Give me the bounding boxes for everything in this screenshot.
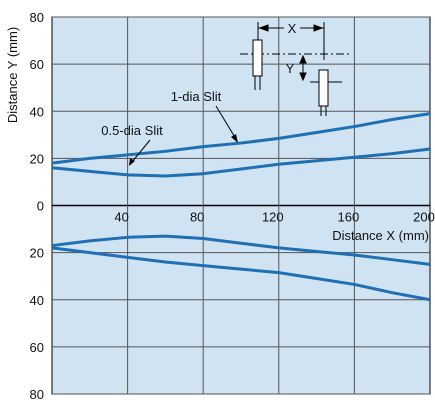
curves: [51, 112, 431, 302]
series-annotation: 1-dia Slit: [171, 89, 222, 104]
series-line: [51, 234, 431, 266]
x-axis-label: Distance X (mm): [332, 228, 429, 243]
y-axis-label: Distance Y (mm): [5, 27, 20, 123]
inset-arrow: [299, 72, 307, 82]
label-bg: [284, 20, 300, 36]
inset-arrow: [258, 24, 269, 32]
inset-fiber: [252, 39, 263, 77]
annotation-arrowhead: [231, 134, 238, 143]
inset-label: Y: [286, 61, 295, 76]
annotation-arrow: [215, 105, 237, 140]
y-tick-label: 40: [30, 104, 44, 119]
inset-label: X: [288, 21, 297, 36]
y-tick-label: 80: [30, 10, 44, 25]
series-line: [51, 147, 431, 178]
annotation-arrowhead: [129, 158, 135, 166]
y-tick-label: 60: [30, 340, 44, 355]
y-tick-label: 80: [30, 387, 44, 401]
series-line: [51, 112, 431, 165]
inset-arrow: [299, 54, 307, 64]
y-tick-label: 40: [30, 293, 44, 308]
x-tick-label: 160: [338, 210, 360, 225]
y-tick-label: 20: [30, 246, 44, 261]
series-annotation: 0.5-dia Slit: [101, 123, 163, 138]
y-tick-label: 60: [30, 57, 44, 72]
inset-fiber: [318, 69, 329, 107]
x-tick-label: 200: [413, 210, 435, 225]
series-line: [51, 246, 431, 302]
x-tick-label: 80: [190, 210, 204, 225]
grid: [52, 16, 430, 395]
inset-arrow: [313, 24, 324, 32]
y-tick-label: 0: [37, 199, 44, 214]
y-tick-label: 20: [30, 151, 44, 166]
x-tick-label: 40: [114, 210, 128, 225]
annotation-arrow: [131, 139, 151, 163]
x-tick-label: 120: [262, 210, 284, 225]
